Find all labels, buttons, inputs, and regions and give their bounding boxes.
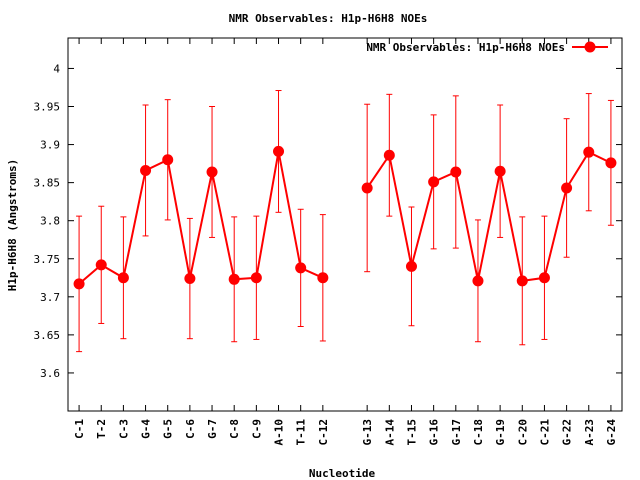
data-point — [162, 154, 174, 166]
data-point — [361, 182, 373, 194]
x-tick-label: C-3 — [117, 419, 130, 439]
x-tick-label: G-13 — [361, 419, 374, 446]
data-point — [383, 149, 395, 161]
x-tick-label: G-17 — [450, 419, 463, 446]
x-tick-label: C-20 — [516, 419, 529, 446]
x-tick-label: C-12 — [317, 419, 330, 446]
y-tick-label: 3.95 — [34, 101, 61, 114]
x-axis: C-1 T-2 C-3 G-4 G-5 C-6 G-7 C-8 C-9 A-10 T-11 C-12 G… — [73, 38, 618, 446]
legend-label: NMR Observables: H1p-H6H8 NOEs — [366, 41, 565, 54]
x-tick-label: G-19 — [494, 419, 507, 446]
y-axis-label: H1p-H6H8 (Angstroms) — [6, 159, 19, 291]
x-tick-label: A-23 — [583, 419, 596, 446]
data-point — [228, 273, 240, 285]
y-tick-label: 3.6 — [40, 367, 60, 380]
data-point — [472, 275, 484, 287]
x-tick-label: C-18 — [472, 419, 485, 446]
data-point — [538, 272, 550, 284]
x-tick-label: G-4 — [140, 419, 153, 439]
x-tick-label: C-9 — [250, 419, 263, 439]
x-tick-label: C-8 — [228, 419, 241, 439]
error-bars — [76, 90, 614, 353]
y-tick-label: 4 — [53, 62, 60, 75]
x-tick-label: C-6 — [184, 419, 197, 439]
y-axis: 3.6 3.65 3.7 3.75 3.8 3.85 3.9 3.95 4 — [34, 62, 622, 380]
x-tick-label: T-11 — [295, 419, 308, 446]
data-point — [95, 259, 107, 271]
series-lines — [78, 150, 612, 285]
data-point — [140, 164, 152, 176]
data-point — [494, 165, 506, 177]
x-tick-label: G-5 — [162, 419, 175, 439]
data-point — [273, 145, 285, 157]
y-tick-label: 3.75 — [34, 253, 61, 266]
data-point — [516, 275, 528, 287]
legend-marker — [584, 41, 596, 53]
legend: NMR Observables: H1p-H6H8 NOEs — [366, 41, 608, 54]
series-points — [73, 145, 617, 290]
chart-title: NMR Observables: H1p-H6H8 NOEs — [229, 12, 428, 25]
y-tick-label: 3.7 — [40, 291, 60, 304]
data-point — [561, 182, 573, 194]
y-tick-label: 3.65 — [34, 329, 61, 342]
x-tick-label: G-22 — [561, 419, 574, 446]
x-tick-label: G-7 — [206, 419, 219, 439]
x-tick-label: A-10 — [273, 419, 286, 446]
data-point — [117, 272, 129, 284]
series-line — [366, 150, 612, 282]
x-tick-label: C-1 — [73, 419, 86, 439]
data-point — [583, 146, 595, 158]
x-axis-label: Nucleotide — [309, 467, 376, 480]
data-point — [250, 272, 262, 284]
data-point — [73, 278, 85, 290]
x-tick-label: A-14 — [383, 419, 396, 446]
x-tick-label: T-2 — [95, 419, 108, 439]
y-tick-label: 3.85 — [34, 177, 61, 190]
y-tick-label: 3.9 — [40, 139, 60, 152]
data-point — [317, 272, 329, 284]
data-point — [605, 157, 617, 169]
y-tick-label: 3.8 — [40, 215, 60, 228]
series-line — [78, 151, 324, 285]
x-tick-label: C-21 — [538, 419, 551, 446]
data-point — [295, 262, 307, 274]
data-point — [428, 176, 440, 188]
x-tick-label: T-15 — [405, 419, 418, 446]
plot-frame — [67, 37, 623, 412]
data-point — [450, 166, 462, 178]
x-tick-label: G-16 — [428, 419, 441, 446]
data-point — [405, 260, 417, 272]
x-tick-label: G-24 — [605, 419, 618, 446]
data-point — [206, 166, 218, 178]
data-point — [184, 273, 196, 285]
